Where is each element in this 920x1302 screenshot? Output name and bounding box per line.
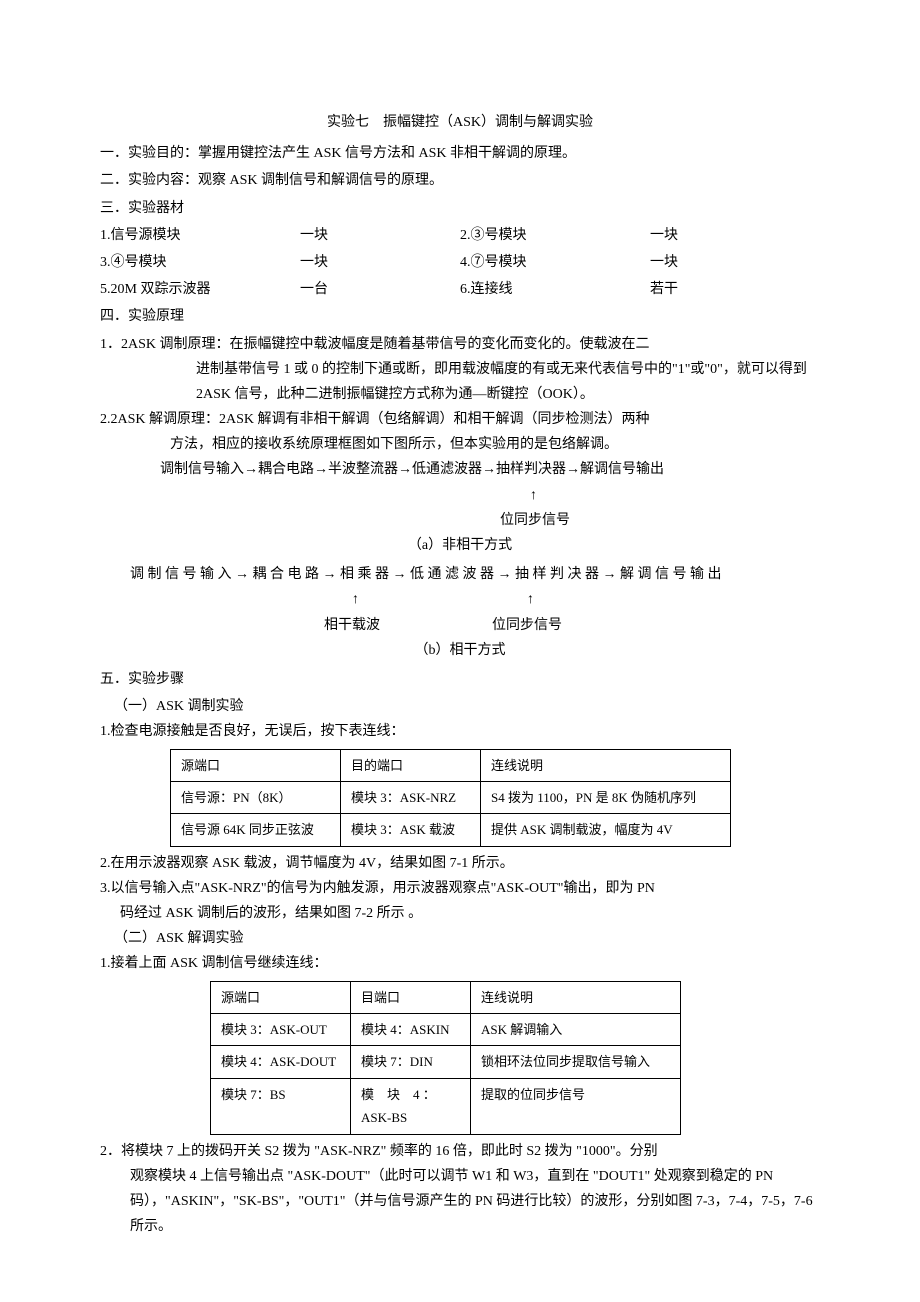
eq-item: 1.信号源模块 [100, 223, 300, 248]
sec4-p1-cont: 进制基带信号 1 或 0 的控制下通或断，即用载波幅度的有或无来代表信号中的"1… [100, 357, 820, 407]
section-4-heading: 四．实验原理 [100, 304, 820, 329]
table-header: 源端口 [211, 981, 351, 1013]
table-cell: 模块 4：ASKIN [351, 1014, 471, 1046]
table-cell: 提取的位同步信号 [471, 1078, 681, 1134]
eq-item: 5.20M 双踪示波器 [100, 277, 300, 302]
flow-b-label1: 相干载波 [324, 613, 380, 638]
equipment-row: 3.④号模块 一块 4.⑦号模块 一块 [100, 250, 820, 275]
table-cell: 信号源 64K 同步正弦波 [171, 814, 341, 846]
equipment-row: 5.20M 双踪示波器 一台 6.连接线 若干 [100, 277, 820, 302]
table-row: 源端口 目端口 连线说明 [211, 981, 681, 1013]
table-header: 连线说明 [481, 749, 731, 781]
sec4-p2-line1: 2.2ASK 解调原理：2ASK 解调有非相干解调（包络解调）和相干解调（同步检… [100, 407, 820, 432]
eq-item: 6.连接线 [460, 277, 650, 302]
table-cell: 模块 4：ASK-DOUT [211, 1046, 351, 1078]
eq-item: 3.④号模块 [100, 250, 300, 275]
table-row: 模块 3：ASK-OUT 模块 4：ASKIN ASK 解调输入 [211, 1014, 681, 1046]
table-header: 目端口 [351, 981, 471, 1013]
flow-b-label2: 位同步信号 [492, 613, 562, 638]
part1-heading: （一）ASK 调制实验 [100, 694, 820, 719]
part1-step3-line1: 3.以信号输入点"ASK-NRZ"的信号为内触发源，用示波器观察点"ASK-OU… [100, 876, 820, 901]
caption-b: （b）相干方式 [100, 638, 820, 663]
section-3-heading: 三．实验器材 [100, 196, 820, 221]
part1-step1: 1.检查电源接触是否良好，无误后，按下表连线： [100, 719, 820, 744]
table-row: 源端口 目的端口 连线说明 [171, 749, 731, 781]
table-row: 模块 7：BS 模 块 4 ：ASK-BS 提取的位同步信号 [211, 1078, 681, 1134]
flow-diagram-a: 调制信号输入→耦合电路→半波整流器→低通滤波器→抽样判决器→解调信号输出 [100, 457, 820, 482]
flow-a-arrow-row: ↑ [100, 483, 820, 508]
part2-step2-cont: 观察模块 4 上信号输出点 "ASK-DOUT"（此时可以调节 W1 和 W3，… [100, 1164, 820, 1240]
part2-heading: （二）ASK 解调实验 [100, 926, 820, 951]
table-2: 源端口 目端口 连线说明 模块 3：ASK-OUT 模块 4：ASKIN ASK… [210, 981, 681, 1135]
part2-step2-line1: 2．将模块 7 上的拨码开关 S2 拨为 "ASK-NRZ" 频率的 16 倍，… [100, 1139, 820, 1164]
arrow-up-icon: ↑ [530, 483, 537, 508]
flow-diagram-b: 调 制 信 号 输 入 → 耦 合 电 路 → 相 乘 器 → 低 通 滤 波 … [100, 562, 820, 587]
flow-b-arrow-row: ↑ ↑ [100, 587, 820, 612]
table-row: 模块 4：ASK-DOUT 模块 7：DIN 锁相环法位同步提取信号输入 [211, 1046, 681, 1078]
eq-item: 2.③号模块 [460, 223, 650, 248]
table-1: 源端口 目的端口 连线说明 信号源：PN（8K） 模块 3：ASK-NRZ S4… [170, 749, 731, 847]
eq-qty: 一块 [300, 250, 460, 275]
table-row: 信号源：PN（8K） 模块 3：ASK-NRZ S4 拨为 1100，PN 是 … [171, 781, 731, 813]
doc-title: 实验七 振幅键控（ASK）调制与解调实验 [100, 110, 820, 135]
part1-step3-cont: 码经过 ASK 调制后的波形，结果如图 7-2 所示 。 [100, 901, 820, 926]
flow-a-label: 位同步信号 [500, 508, 570, 533]
section-1: 一．实验目的：掌握用键控法产生 ASK 信号方法和 ASK 非相干解调的原理。 [100, 141, 820, 166]
part1-step2: 2.在用示波器观察 ASK 载波，调节幅度为 4V，结果如图 7-1 所示。 [100, 851, 820, 876]
table-header: 连线说明 [471, 981, 681, 1013]
eq-qty: 一块 [650, 250, 730, 275]
section-5-heading: 五．实验步骤 [100, 667, 820, 692]
table-cell: 模块 7：DIN [351, 1046, 471, 1078]
table-cell: 模块 3：ASK 载波 [341, 814, 481, 846]
eq-qty: 一块 [300, 223, 460, 248]
eq-qty: 一台 [300, 277, 460, 302]
table-cell: 提供 ASK 调制载波，幅度为 4V [481, 814, 731, 846]
equipment-row: 1.信号源模块 一块 2.③号模块 一块 [100, 223, 820, 248]
flow-a-label-row: 位同步信号 [100, 508, 820, 533]
table-header: 目的端口 [341, 749, 481, 781]
eq-qty: 一块 [650, 223, 730, 248]
table-cell: 模 块 4 ：ASK-BS [351, 1078, 471, 1134]
table-header: 源端口 [171, 749, 341, 781]
table-cell: 模块 3：ASK-OUT [211, 1014, 351, 1046]
arrow-up-icon: ↑ [352, 587, 359, 612]
arrow-up-icon: ↑ [527, 587, 534, 612]
table-cell: 模块 3：ASK-NRZ [341, 781, 481, 813]
table-cell: 模块 7：BS [211, 1078, 351, 1134]
eq-qty: 若干 [650, 277, 730, 302]
sec4-p1-line1: 1．2ASK 调制原理：在振幅键控中载波幅度是随着基带信号的变化而变化的。使载波… [100, 332, 820, 357]
part2-step1: 1.接着上面 ASK 调制信号继续连线： [100, 951, 820, 976]
table-cell: S4 拨为 1100，PN 是 8K 伪随机序列 [481, 781, 731, 813]
section-2: 二．实验内容：观察 ASK 调制信号和解调信号的原理。 [100, 168, 820, 193]
caption-a: （a）非相干方式 [100, 533, 820, 558]
table-cell: ASK 解调输入 [471, 1014, 681, 1046]
eq-item: 4.⑦号模块 [460, 250, 650, 275]
table-row: 信号源 64K 同步正弦波 模块 3：ASK 载波 提供 ASK 调制载波，幅度… [171, 814, 731, 846]
sec4-p2-cont: 方法，相应的接收系统原理框图如下图所示，但本实验用的是包络解调。 [100, 432, 820, 457]
table-cell: 锁相环法位同步提取信号输入 [471, 1046, 681, 1078]
flow-b-label-row: 相干载波 位同步信号 [100, 613, 820, 638]
table-cell: 信号源：PN（8K） [171, 781, 341, 813]
